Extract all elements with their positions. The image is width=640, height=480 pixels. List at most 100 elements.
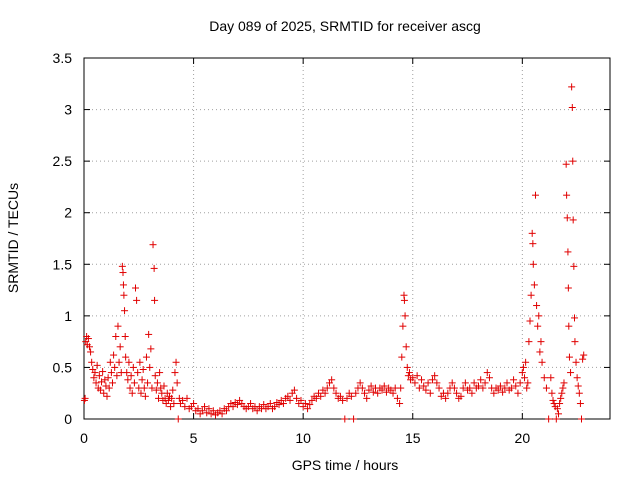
data-point (523, 384, 531, 392)
data-point (418, 376, 426, 384)
data-point (168, 394, 176, 402)
data-point (279, 400, 287, 408)
data-point (119, 269, 127, 277)
data-point (575, 389, 583, 397)
data-point (173, 379, 181, 387)
data-point (99, 368, 107, 376)
data-point (122, 353, 130, 361)
data-point (526, 317, 534, 325)
data-point (496, 382, 504, 390)
plot-frame (83, 57, 611, 420)
data-point (424, 379, 432, 387)
data-point (563, 191, 571, 199)
y-tick-label: 3 (64, 102, 72, 118)
data-point (139, 365, 147, 373)
data-point (563, 214, 571, 222)
data-point (205, 405, 213, 413)
data-point (148, 384, 156, 392)
data-point (522, 358, 530, 366)
data-point (115, 358, 123, 366)
axis-ticks (83, 57, 610, 420)
data-point (426, 389, 434, 397)
data-point (321, 389, 329, 397)
data-point (140, 384, 148, 392)
data-point (363, 394, 371, 402)
data-point (374, 389, 382, 397)
data-point (461, 379, 469, 387)
data-point (121, 332, 129, 340)
data-point (170, 400, 178, 408)
data-point (124, 376, 132, 384)
data-point (153, 379, 161, 387)
data-point (389, 389, 397, 397)
data-point (475, 382, 482, 390)
data-point (317, 392, 325, 400)
data-point (332, 389, 340, 397)
data-point (450, 384, 458, 392)
data-point (398, 353, 406, 361)
data-point (190, 400, 198, 408)
data-point (468, 389, 476, 397)
data-point (266, 400, 274, 408)
y-tick-label: 2.5 (53, 153, 73, 169)
x-tick-label: 0 (80, 430, 88, 446)
data-point (453, 389, 461, 397)
data-point (559, 384, 567, 392)
data-point (572, 358, 580, 366)
data-point (120, 291, 128, 299)
data-point (554, 410, 562, 418)
x-tick-label: 5 (190, 430, 198, 446)
data-point (198, 407, 206, 415)
data-point (171, 369, 179, 377)
data-point (516, 379, 524, 387)
data-point (578, 415, 586, 423)
data-point (111, 363, 119, 371)
data-point (510, 376, 518, 384)
data-point (573, 374, 581, 382)
data-point (339, 396, 347, 404)
data-point (222, 407, 230, 415)
data-point (553, 405, 561, 413)
data-point (576, 400, 584, 408)
data-point (323, 384, 331, 392)
data-point (481, 379, 489, 387)
data-point (84, 335, 92, 343)
data-point (156, 369, 164, 377)
data-point (542, 384, 550, 392)
data-point (403, 363, 411, 371)
data-point (533, 302, 541, 310)
data-point (564, 248, 572, 256)
y-axis-title: SRMTID / TECUs (5, 183, 21, 293)
data-point (304, 405, 312, 413)
data-point (567, 369, 575, 377)
data-point (90, 374, 98, 382)
data-point (253, 407, 261, 415)
data-point (404, 372, 412, 380)
data-point (365, 386, 373, 394)
data-point (422, 386, 430, 394)
data-point (477, 376, 485, 384)
data-point (499, 388, 507, 396)
data-point (565, 353, 573, 361)
data-point (151, 296, 159, 304)
data-point (524, 379, 532, 387)
data-point (293, 394, 301, 402)
x-axis-title: GPS time / hours (292, 457, 399, 473)
data-point (514, 389, 522, 397)
y-tick-labels: 0 0.5 1 1.5 2 2.5 3 3.5 (53, 50, 73, 427)
data-points (80, 83, 588, 423)
data-point (401, 312, 409, 320)
data-point (483, 369, 491, 377)
data-point (181, 403, 189, 411)
data-point (260, 401, 268, 409)
data-point (203, 409, 211, 417)
data-point (136, 358, 144, 366)
data-point (535, 312, 543, 320)
data-point (130, 379, 138, 387)
y-tick-label: 0.5 (53, 359, 73, 375)
y-tick-label: 2 (64, 205, 72, 221)
data-point (108, 379, 116, 387)
data-point (512, 382, 520, 390)
data-point (93, 361, 101, 369)
data-point (548, 389, 556, 397)
